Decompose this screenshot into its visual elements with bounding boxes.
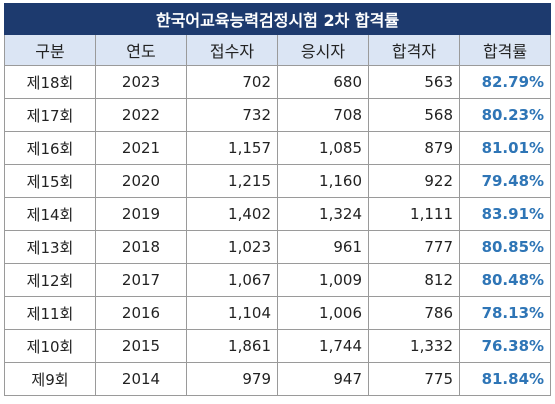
cell-passers: 568 xyxy=(368,98,460,132)
column-header-row: 구분 연도 접수자 응시자 합격자 합격률 xyxy=(4,34,552,66)
cell-applicants: 1,402 xyxy=(186,197,278,231)
cell-session: 제14회 xyxy=(4,197,96,231)
pass-rate-table-container: 한국어교육능력검정시험 2차 합격률 구분 연도 접수자 응시자 합격자 합격률… xyxy=(3,3,552,396)
cell-year: 2014 xyxy=(95,362,187,396)
column-header-examinees: 응시자 xyxy=(277,34,369,66)
table-row: 제12회 2017 1,067 1,009 812 80.48% xyxy=(4,263,552,297)
table-title: 한국어교육능력검정시험 2차 합격률 xyxy=(3,3,552,35)
cell-pass-rate: 80.48% xyxy=(458,263,552,297)
cell-applicants: 1,023 xyxy=(186,230,278,264)
column-header-pass-rate: 합격률 xyxy=(458,34,552,66)
table-row: 제9회 2014 979 947 775 81.84% xyxy=(4,362,552,396)
cell-session: 제15회 xyxy=(4,164,96,198)
column-header-session: 구분 xyxy=(4,34,96,66)
table-row: 제13회 2018 1,023 961 777 80.85% xyxy=(4,230,552,264)
cell-examinees: 1,009 xyxy=(277,263,369,297)
cell-year: 2023 xyxy=(95,65,187,99)
cell-pass-rate: 78.13% xyxy=(458,296,552,330)
cell-session: 제9회 xyxy=(4,362,96,396)
cell-examinees: 708 xyxy=(277,98,369,132)
cell-pass-rate: 80.85% xyxy=(458,230,552,264)
cell-passers: 812 xyxy=(368,263,460,297)
cell-passers: 879 xyxy=(368,131,460,165)
cell-year: 2021 xyxy=(95,131,187,165)
cell-year: 2018 xyxy=(95,230,187,264)
cell-applicants: 1,215 xyxy=(186,164,278,198)
cell-pass-rate: 79.48% xyxy=(458,164,552,198)
cell-examinees: 1,324 xyxy=(277,197,369,231)
cell-year: 2019 xyxy=(95,197,187,231)
table-row: 제11회 2016 1,104 1,006 786 78.13% xyxy=(4,296,552,330)
cell-passers: 1,111 xyxy=(368,197,460,231)
cell-applicants: 979 xyxy=(186,362,278,396)
cell-applicants: 732 xyxy=(186,98,278,132)
cell-session: 제18회 xyxy=(4,65,96,99)
cell-applicants: 1,067 xyxy=(186,263,278,297)
cell-passers: 775 xyxy=(368,362,460,396)
cell-examinees: 1,006 xyxy=(277,296,369,330)
cell-year: 2017 xyxy=(95,263,187,297)
table-title-row: 한국어교육능력검정시험 2차 합격률 xyxy=(3,3,552,35)
cell-pass-rate: 82.79% xyxy=(458,65,552,99)
cell-year: 2020 xyxy=(95,164,187,198)
cell-year: 2015 xyxy=(95,329,187,363)
column-header-applicants: 접수자 xyxy=(186,34,278,66)
cell-year: 2016 xyxy=(95,296,187,330)
table-row: 제16회 2021 1,157 1,085 879 81.01% xyxy=(4,131,552,165)
cell-year: 2022 xyxy=(95,98,187,132)
cell-examinees: 961 xyxy=(277,230,369,264)
cell-passers: 922 xyxy=(368,164,460,198)
pass-rate-table: 한국어교육능력검정시험 2차 합격률 구분 연도 접수자 응시자 합격자 합격률… xyxy=(3,3,552,396)
table-row: 제15회 2020 1,215 1,160 922 79.48% xyxy=(4,164,552,198)
cell-pass-rate: 80.23% xyxy=(458,98,552,132)
cell-session: 제11회 xyxy=(4,296,96,330)
cell-passers: 777 xyxy=(368,230,460,264)
table-row: 제17회 2022 732 708 568 80.23% xyxy=(4,98,552,132)
cell-session: 제16회 xyxy=(4,131,96,165)
cell-session: 제10회 xyxy=(4,329,96,363)
column-header-passers: 합격자 xyxy=(368,34,460,66)
cell-session: 제12회 xyxy=(4,263,96,297)
cell-passers: 786 xyxy=(368,296,460,330)
cell-pass-rate: 76.38% xyxy=(458,329,552,363)
cell-passers: 563 xyxy=(368,65,460,99)
cell-applicants: 1,861 xyxy=(186,329,278,363)
cell-pass-rate: 83.91% xyxy=(458,197,552,231)
cell-examinees: 1,160 xyxy=(277,164,369,198)
cell-passers: 1,332 xyxy=(368,329,460,363)
cell-applicants: 1,157 xyxy=(186,131,278,165)
column-header-year: 연도 xyxy=(95,34,187,66)
table-row: 제14회 2019 1,402 1,324 1,111 83.91% xyxy=(4,197,552,231)
table-body: 제18회 2023 702 680 563 82.79% 제17회 2022 732 708 568… xyxy=(4,65,552,396)
cell-session: 제17회 xyxy=(4,98,96,132)
cell-examinees: 680 xyxy=(277,65,369,99)
cell-examinees: 1,744 xyxy=(277,329,369,363)
table-row: 제18회 2023 702 680 563 82.79% xyxy=(4,65,552,99)
cell-session: 제13회 xyxy=(4,230,96,264)
cell-pass-rate: 81.01% xyxy=(458,131,552,165)
cell-applicants: 702 xyxy=(186,65,278,99)
table-row: 제10회 2015 1,861 1,744 1,332 76.38% xyxy=(4,329,552,363)
cell-pass-rate: 81.84% xyxy=(458,362,552,396)
cell-applicants: 1,104 xyxy=(186,296,278,330)
cell-examinees: 1,085 xyxy=(277,131,369,165)
cell-examinees: 947 xyxy=(277,362,369,396)
